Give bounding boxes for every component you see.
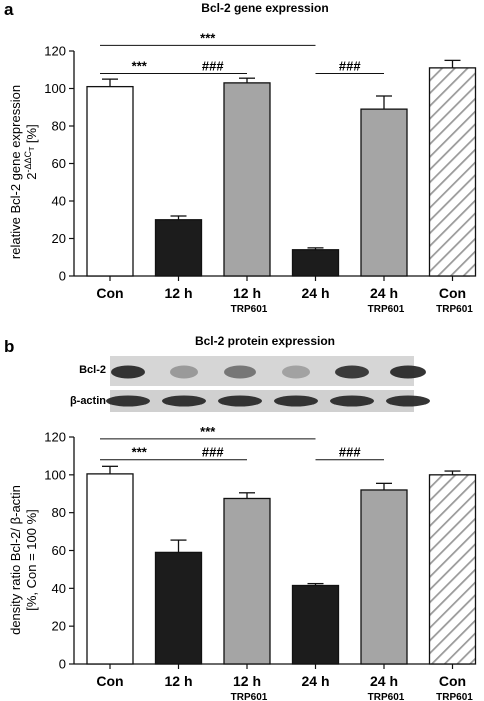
panel-a-category-label: 24 h: [301, 285, 329, 301]
panel-b-category-sublabel: TRP601: [436, 692, 473, 701]
panel-a-ytick-label: 80: [52, 119, 66, 134]
panel-b-ytick-label: 60: [52, 543, 66, 558]
panel-b-ytick-label: 120: [44, 430, 66, 445]
panel-a-letter: a: [4, 0, 14, 19]
panel-a-ytick-label: 100: [44, 81, 66, 96]
blot-bands: [106, 365, 430, 407]
panel-b-ytick-label: 100: [44, 467, 66, 482]
panel-a-ytick-label: 0: [59, 269, 66, 284]
panel-a-bar: [154, 219, 203, 277]
panel-b-bar: [360, 489, 408, 665]
panel-a-bar: [360, 108, 408, 277]
panel-b-category-label: 24 h: [370, 673, 398, 689]
panel-a-bar: [291, 249, 340, 277]
panel-b-category-label: 12 h: [233, 673, 261, 689]
panel-b-ytick-label: 40: [52, 581, 66, 596]
panel-a-category-sublabel: TRP601: [436, 304, 473, 315]
panel-a-ytick-label: 60: [52, 156, 66, 171]
blot-band-bcl2: [224, 365, 256, 379]
panel-a-ytick-label: 20: [52, 231, 66, 246]
blot-band-bcl2: [282, 365, 310, 379]
panel-b-sig-label: ###: [202, 445, 224, 460]
panel-a-ytick-label: 40: [52, 194, 66, 209]
panel-b-category-label: 12 h: [164, 673, 192, 689]
panel-b-sig-label: ***: [132, 445, 148, 460]
panel-a-sig-label: ***: [132, 59, 148, 74]
panel-a-category-label: 12 h: [164, 285, 192, 301]
panel-b-ytick-label: 80: [52, 505, 66, 520]
panel-a-bar: [428, 67, 477, 277]
panel-b-category-label: Con: [96, 673, 123, 689]
panel-b-category-label: 24 h: [301, 673, 329, 689]
panel-b-bar: [428, 474, 477, 665]
panel-b-sig-label: ***: [200, 424, 216, 439]
panel-b-ylabel: density ratio Bcl-2/ β-actin [%, Con = 1…: [8, 485, 39, 635]
panel-a-ylabel-line2: 2-ΔΔCT [%]: [23, 124, 39, 179]
panel-b-ylabel-line1: density ratio Bcl-2/ β-actin: [8, 485, 23, 635]
panel-b-letter: b: [4, 337, 14, 356]
panel-b-ylabel-line2: [%, Con = 100 %]: [24, 509, 39, 611]
blot-band-bactin: [274, 395, 318, 407]
western-blot: Bcl-2 β-actin: [70, 356, 430, 412]
panel-a-ylabel-line1: relative Bcl-2 gene expression: [8, 85, 23, 259]
blot-band-bcl2: [111, 365, 145, 379]
blot-band-bactin: [218, 395, 262, 407]
panel-b-ytick-label: 0: [59, 657, 66, 672]
panel-b-category-sublabel: TRP601: [231, 692, 268, 701]
panel-a-sig-label: ###: [202, 59, 224, 74]
panel-b-title: Bcl-2 protein expression: [195, 334, 335, 348]
panel-b-category-sublabel: TRP601: [368, 692, 405, 701]
blot-label-bcl2: Bcl-2: [79, 364, 106, 376]
panel-a-category-sublabel: TRP601: [231, 304, 268, 315]
panel-b-bar: [86, 473, 134, 665]
blot-label-bactin: β-actin: [70, 395, 106, 407]
panel-a-category-label: 24 h: [370, 285, 398, 301]
panel-a-chart: 0 20 40 60 80 100 120 Con 12 h 12 h TRP601 24 h 24 h…: [44, 30, 477, 315]
panel-b-sig-label: ###: [339, 445, 361, 460]
blot-band-bcl2: [170, 365, 198, 379]
panel-a-bar: [223, 82, 271, 277]
panel-a-ytick-label: 120: [44, 44, 66, 59]
panel-b-ytick-label: 20: [52, 619, 66, 634]
panel-a-category-label: 12 h: [233, 285, 261, 301]
panel-a-title: Bcl-2 gene expression: [201, 1, 328, 15]
panel-a-category-label: Con: [439, 285, 466, 301]
blot-band-bactin: [106, 395, 150, 407]
panel-b-category-label: Con: [439, 673, 466, 689]
panel-b-bar: [291, 584, 340, 665]
blot-band-bactin: [386, 395, 430, 407]
panel-a-bar: [86, 85, 134, 277]
panel-a-category-sublabel: TRP601: [368, 304, 405, 315]
blot-band-bcl2: [390, 365, 426, 379]
panel-a-sig-label: ***: [200, 30, 216, 45]
blot-band-bactin: [162, 395, 206, 407]
panel-b-chart: 0 20 40 60 80 100 120 Con 12 h 12 h TRP601 24 h 24 h…: [44, 424, 477, 701]
panel-b-bar: [223, 497, 271, 665]
panel-b-bar: [154, 551, 203, 665]
blot-band-bactin: [330, 395, 374, 407]
panel-a-ylabel: relative Bcl-2 gene expression 2-ΔΔCT [%…: [8, 85, 39, 259]
panel-a-sig-label: ###: [339, 59, 361, 74]
blot-band-bcl2: [335, 365, 369, 379]
panel-a-category-label: Con: [96, 285, 123, 301]
